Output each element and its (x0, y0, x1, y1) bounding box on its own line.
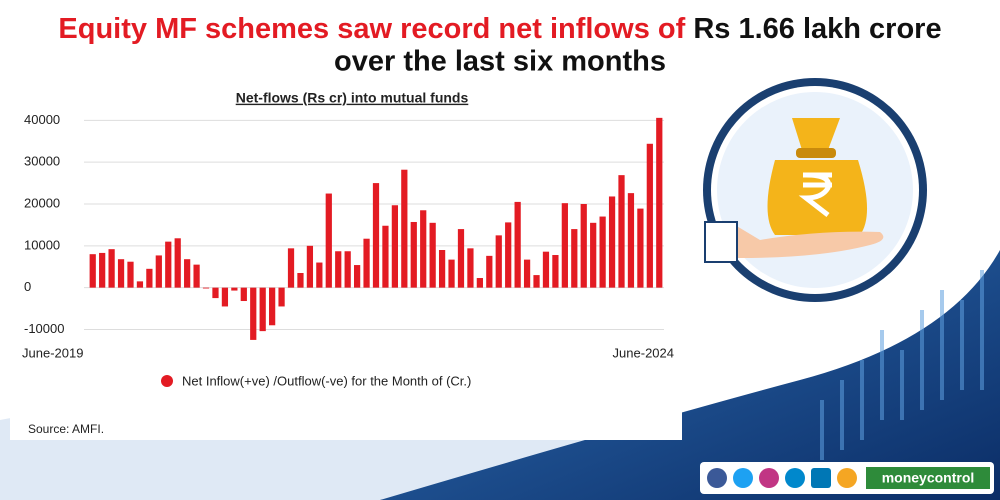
bar (202, 287, 210, 289)
icon-koo (837, 468, 857, 488)
bar (382, 225, 389, 288)
bar (580, 204, 587, 288)
background-wave (380, 250, 1000, 500)
bar (542, 251, 550, 288)
bar (656, 117, 663, 288)
bar (108, 249, 115, 288)
bar (533, 275, 540, 288)
hand (712, 225, 884, 258)
bar (231, 287, 238, 291)
bar (146, 268, 153, 288)
bar (136, 281, 144, 288)
title-red: Equity MF schemes saw record net inflows… (58, 13, 685, 45)
bar (89, 254, 96, 288)
bar (363, 238, 370, 288)
bar (429, 222, 436, 288)
bar (372, 183, 380, 288)
brand-badge (866, 467, 990, 489)
bar (495, 235, 502, 288)
bar (646, 143, 653, 288)
bar (637, 208, 644, 288)
y-tick-label: 30000 (24, 154, 60, 169)
bar (420, 210, 427, 288)
brand: moneycontrol (882, 470, 975, 486)
bar (174, 238, 181, 288)
bar (297, 273, 304, 288)
bar (193, 264, 200, 288)
bar (401, 169, 408, 288)
icon-linkedin (811, 468, 831, 488)
bar (599, 216, 606, 288)
bar (184, 259, 191, 288)
bar (259, 287, 266, 332)
bar (269, 287, 276, 326)
legend-marker (161, 375, 173, 387)
y-tick-label: 40000 (24, 112, 60, 127)
source: Source: AMFI. (28, 422, 104, 436)
bar (316, 262, 323, 288)
y-tick-label: 10000 (24, 237, 60, 252)
bar (410, 221, 417, 288)
y-tick-label: -10000 (24, 321, 64, 336)
icon-instagram (759, 468, 779, 488)
bar (448, 259, 455, 288)
bar (221, 287, 229, 307)
money-bag-tie (796, 148, 836, 158)
x-tick-label: June-2019 (22, 345, 83, 360)
bar (438, 250, 446, 288)
bar (212, 287, 219, 299)
icon-facebook (707, 468, 727, 488)
bar (467, 248, 474, 288)
bar (278, 287, 285, 307)
bar (627, 193, 635, 288)
bar (505, 222, 512, 288)
money-bag-top (792, 118, 840, 150)
title-line-2: over the last six months (334, 46, 666, 78)
y-tick-label: 0 (24, 279, 31, 294)
bar (608, 196, 616, 288)
bar (99, 252, 106, 288)
bar (155, 255, 162, 288)
icon-twitter (733, 468, 753, 488)
bar (514, 201, 521, 288)
bar (127, 261, 134, 288)
bar (335, 251, 342, 288)
decor-candles (820, 270, 984, 460)
bar (250, 287, 257, 340)
bar (486, 255, 493, 288)
bar (552, 255, 559, 288)
x-tick-label: June-2024 (613, 345, 674, 360)
title-line-1: Equity MF schemes saw record net inflows… (58, 13, 941, 45)
legend-label: Net Inflow(+ve) /Outflow(-ve) for the Mo… (182, 373, 471, 388)
bar (287, 248, 295, 288)
bar (476, 278, 483, 288)
bar (240, 287, 247, 302)
bar (523, 259, 531, 288)
bar (306, 245, 314, 288)
bar (165, 241, 172, 288)
social-icons (707, 468, 857, 488)
bar (457, 229, 465, 288)
title-black: Rs 1.66 lakh crore (693, 13, 941, 45)
bar (325, 193, 332, 288)
chart-title: Net-flows (Rs cr) into mutual funds (236, 90, 469, 106)
bar (117, 259, 125, 288)
bar (344, 251, 351, 288)
bar (561, 203, 568, 288)
bar (353, 265, 361, 288)
bar (590, 222, 597, 288)
bar (571, 229, 578, 288)
icon-telegram (785, 468, 805, 488)
rupee-symbol (798, 172, 832, 217)
y-tick-label: 20000 (24, 195, 60, 210)
cuff (704, 221, 738, 263)
bar (618, 175, 625, 288)
bar (391, 205, 399, 288)
